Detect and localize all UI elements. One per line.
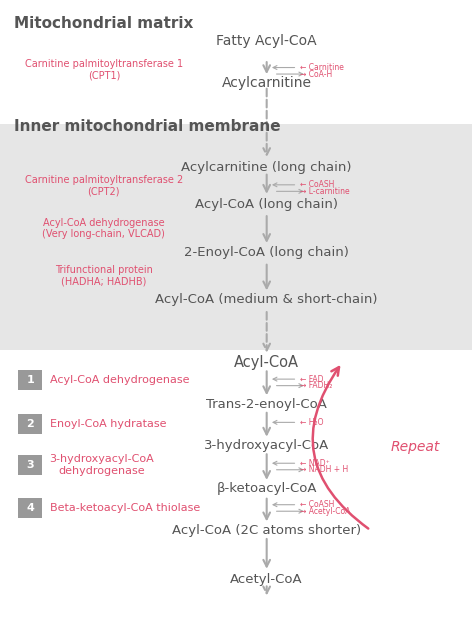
Text: Inner mitochondrial membrane: Inner mitochondrial membrane	[14, 119, 281, 134]
Text: → NADH + H: → NADH + H	[300, 465, 348, 474]
Text: Beta-ketoacyl-CoA thiolase: Beta-ketoacyl-CoA thiolase	[50, 503, 200, 513]
FancyBboxPatch shape	[18, 455, 42, 475]
Text: Acylcarnitine (long chain): Acylcarnitine (long chain)	[181, 160, 352, 174]
FancyBboxPatch shape	[18, 498, 42, 518]
Text: Fatty Acyl-CoA: Fatty Acyl-CoA	[216, 34, 317, 49]
Text: Acyl-CoA (medium & short-chain): Acyl-CoA (medium & short-chain)	[155, 293, 378, 305]
Text: 3: 3	[26, 460, 34, 470]
Text: → Acetyl-CoA: → Acetyl-CoA	[300, 507, 350, 516]
Text: → FADH₂: → FADH₂	[300, 381, 332, 390]
Text: 3-hydroxyacyl-CoA: 3-hydroxyacyl-CoA	[204, 439, 329, 452]
Text: → CoA-H: → CoA-H	[300, 70, 332, 78]
FancyArrowPatch shape	[312, 367, 368, 529]
Text: ← Carnitine: ← Carnitine	[300, 63, 344, 72]
Text: Acyl-CoA: Acyl-CoA	[234, 355, 299, 370]
Text: ← H₂O: ← H₂O	[300, 418, 323, 427]
Text: Carnitine palmitoyltransferase 1
(CPT1): Carnitine palmitoyltransferase 1 (CPT1)	[25, 58, 183, 80]
Text: Acyl-CoA dehydrogenase
(Very long-chain, VLCAD): Acyl-CoA dehydrogenase (Very long-chain,…	[42, 218, 165, 239]
Text: Acylcarnitine: Acylcarnitine	[222, 76, 312, 90]
Text: ← NAD⁺: ← NAD⁺	[300, 459, 329, 468]
Text: → L-carnitine: → L-carnitine	[300, 187, 349, 196]
Text: Acyl-CoA dehydrogenase: Acyl-CoA dehydrogenase	[50, 375, 189, 385]
Text: Mitochondrial matrix: Mitochondrial matrix	[14, 16, 194, 30]
Text: ← CoASH: ← CoASH	[300, 500, 334, 509]
Text: 3-hydroxyacyl-CoA
dehydrogenase: 3-hydroxyacyl-CoA dehydrogenase	[50, 454, 154, 476]
Text: Trans-2-enoyl-CoA: Trans-2-enoyl-CoA	[206, 397, 327, 411]
Text: ← FAD: ← FAD	[300, 374, 323, 384]
Text: Acetyl-CoA: Acetyl-CoA	[230, 573, 303, 586]
FancyBboxPatch shape	[18, 414, 42, 434]
Text: 2-Enoyl-CoA (long chain): 2-Enoyl-CoA (long chain)	[184, 246, 349, 259]
Text: Enoyl-CoA hydratase: Enoyl-CoA hydratase	[50, 419, 166, 429]
Text: Acyl-CoA (2C atoms shorter): Acyl-CoA (2C atoms shorter)	[172, 524, 361, 537]
Text: β-ketoacyl-CoA: β-ketoacyl-CoA	[217, 482, 317, 495]
Bar	[0, 124, 472, 350]
Text: 4: 4	[26, 503, 34, 513]
Text: Repeat: Repeat	[391, 440, 440, 454]
Text: ← CoASH: ← CoASH	[300, 180, 334, 189]
Text: 1: 1	[26, 375, 34, 385]
Text: 2: 2	[26, 419, 34, 429]
Text: Acyl-CoA (long chain): Acyl-CoA (long chain)	[195, 198, 338, 211]
Text: Carnitine palmitoyltransferase 2
(CPT2): Carnitine palmitoyltransferase 2 (CPT2)	[25, 175, 183, 197]
FancyBboxPatch shape	[18, 370, 42, 391]
Text: Trifunctional protein
(HADHA; HADHB): Trifunctional protein (HADHA; HADHB)	[55, 265, 153, 287]
